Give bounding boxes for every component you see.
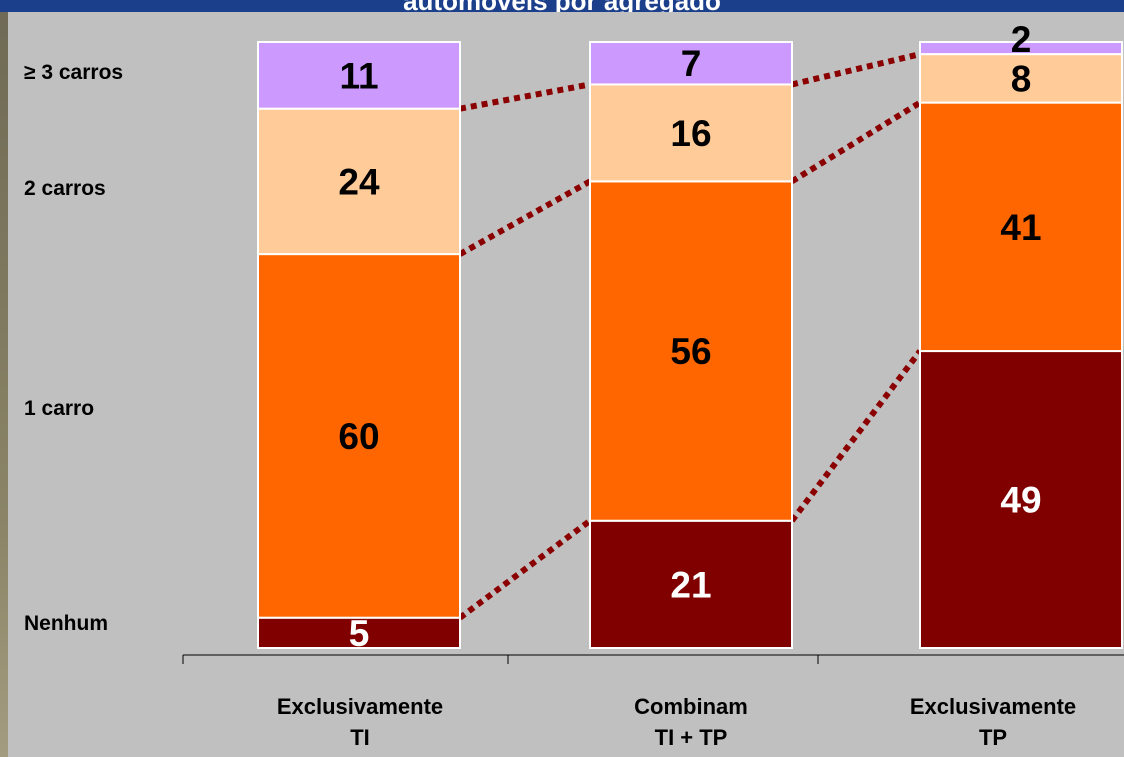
row-label-2: 2 carros: [24, 177, 106, 200]
data-label-3-0: 11: [339, 55, 378, 96]
row-label-3plus: ≥ 3 carros: [24, 61, 124, 84]
data-label-3-2: 2: [1011, 19, 1032, 60]
data-label-2-0: 24: [338, 161, 380, 202]
connector-0-2: [458, 178, 592, 257]
row-label-0: Nenhum: [24, 612, 108, 635]
bar-segment-nenhum-1: [589, 519, 793, 649]
data-label-0-2: 49: [1000, 480, 1041, 521]
data-label-3-1: 7: [681, 43, 702, 84]
bar-segment-2-carros-2: [919, 53, 1123, 104]
category-label-1: Combinam TI + TP: [561, 691, 821, 753]
background-edge: [0, 12, 8, 757]
bar-segment-1-carro-1: [589, 180, 793, 522]
category-label-0: Exclusivamente TI: [230, 691, 490, 753]
data-label-1-1: 56: [670, 331, 711, 372]
category-label-2-line2: TP: [978, 725, 1008, 750]
connector-1-2: [790, 100, 922, 184]
category-label-1-line1: Combinam: [634, 694, 748, 719]
chart-title: automóveis por agregado: [0, 0, 1124, 12]
category-label-0-line2: TI: [350, 725, 370, 750]
row-label-1: 1 carro: [24, 397, 95, 420]
bar-segment-2-carros-0: [257, 107, 461, 256]
data-label-2-2: 8: [1011, 58, 1032, 99]
bar-segment--3-carros-1: [589, 41, 793, 86]
data-label-1-2: 41: [1000, 207, 1041, 248]
bar-segment-nenhum-2: [919, 350, 1123, 649]
connector-1-1: [789, 349, 923, 523]
connector-0-3: [459, 81, 591, 112]
bar-segment--3-carros-2: [919, 41, 1123, 56]
bar-segment--3-carros-0: [257, 41, 461, 110]
data-label-2-1: 16: [670, 113, 711, 154]
connector-1-3: [791, 51, 921, 88]
data-label-0-1: 21: [670, 564, 711, 605]
category-label-2-line1: Exclusivamente: [909, 694, 1077, 719]
connector-0-1: [458, 518, 592, 621]
bar-segment-1-carro-2: [919, 101, 1123, 353]
category-label-2: Exclusivamente TP: [863, 691, 1123, 753]
category-label-1-line2: TI + TP: [654, 725, 728, 750]
bar-segment-2-carros-1: [589, 83, 793, 183]
data-label-0-0: 5: [349, 613, 370, 654]
bar-segment-1-carro-0: [257, 253, 461, 619]
data-label-1-0: 60: [338, 416, 379, 457]
title-bar: automóveis por agregado: [0, 0, 1124, 12]
category-label-0-line1: Exclusivamente: [276, 694, 444, 719]
